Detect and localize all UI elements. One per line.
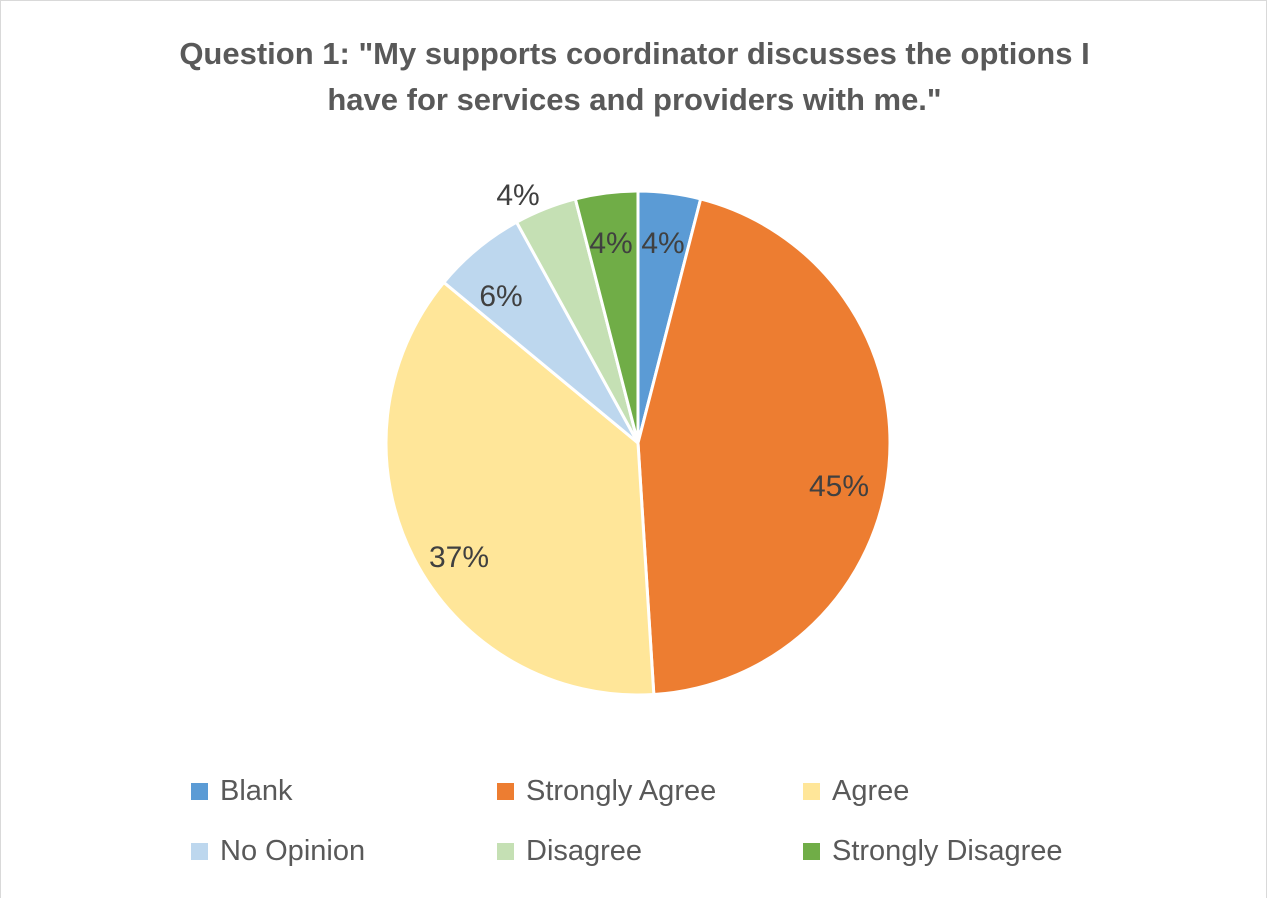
legend-label: Strongly Agree bbox=[526, 775, 717, 807]
legend-swatch bbox=[803, 783, 820, 800]
data-label-no-opinion: 6% bbox=[479, 280, 522, 313]
data-label-strongly-disagree: 4% bbox=[589, 227, 632, 260]
data-label-disagree: 4% bbox=[496, 179, 539, 212]
legend-label: No Opinion bbox=[220, 835, 366, 867]
legend-label: Strongly Disagree bbox=[832, 835, 1063, 867]
legend-swatch bbox=[497, 783, 514, 800]
pie-slice-agree bbox=[384, 280, 656, 697]
data-label-agree: 37% bbox=[429, 541, 489, 574]
legend-swatch bbox=[191, 843, 208, 860]
pie-slice-strongly-disagree bbox=[573, 189, 640, 444]
legend-swatch bbox=[191, 783, 208, 800]
legend-label: Disagree bbox=[526, 835, 643, 867]
legend-item-strongly-agree: Strongly Agree bbox=[497, 775, 716, 808]
legend-swatch bbox=[497, 843, 514, 860]
chart-title: Question 1: "My supports coordinator dis… bbox=[1, 31, 1268, 123]
legend-item-no-opinion: No Opinion bbox=[191, 835, 365, 868]
pie-slice-strongly-agree bbox=[636, 197, 892, 697]
chart-title-line-1: Question 1: "My supports coordinator dis… bbox=[179, 36, 1090, 71]
legend-swatch bbox=[803, 843, 820, 860]
legend-item-agree: Agree bbox=[803, 775, 909, 808]
data-label-blank: 4% bbox=[641, 227, 684, 260]
legend-label: Blank bbox=[220, 775, 293, 807]
data-label-strongly-agree: 45% bbox=[809, 470, 869, 503]
legend-label: Agree bbox=[832, 775, 910, 807]
chart-title-line-2: have for services and providers with me.… bbox=[327, 82, 942, 117]
legend-item-blank: Blank bbox=[191, 775, 293, 808]
legend-item-strongly-disagree: Strongly Disagree bbox=[803, 835, 1063, 868]
legend-item-disagree: Disagree bbox=[497, 835, 642, 868]
